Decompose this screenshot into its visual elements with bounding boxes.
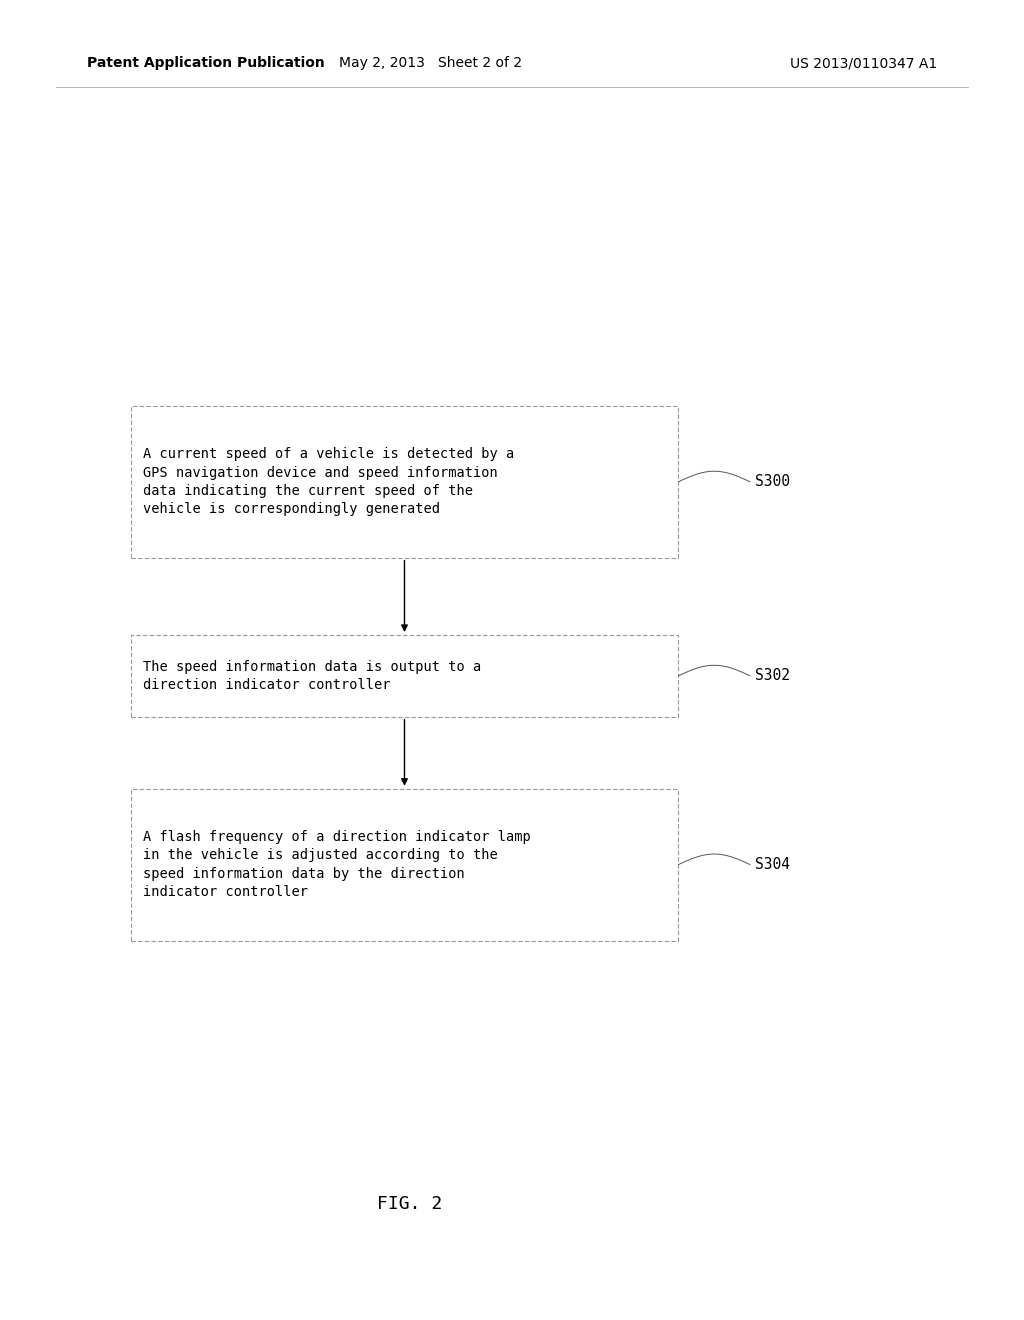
- Text: S300: S300: [756, 474, 791, 490]
- FancyBboxPatch shape: [131, 635, 679, 717]
- Text: US 2013/0110347 A1: US 2013/0110347 A1: [790, 57, 937, 70]
- Text: Patent Application Publication: Patent Application Publication: [87, 57, 325, 70]
- Text: The speed information data is output to a
direction indicator controller: The speed information data is output to …: [143, 660, 481, 692]
- Text: FIG. 2: FIG. 2: [377, 1195, 442, 1213]
- Text: A current speed of a vehicle is detected by a
GPS navigation device and speed in: A current speed of a vehicle is detected…: [143, 447, 514, 516]
- Text: S304: S304: [756, 857, 791, 873]
- Text: A flash frequency of a direction indicator lamp
in the vehicle is adjusted accor: A flash frequency of a direction indicat…: [143, 830, 530, 899]
- Text: S302: S302: [756, 668, 791, 684]
- FancyBboxPatch shape: [131, 407, 679, 557]
- FancyBboxPatch shape: [131, 789, 679, 940]
- Text: May 2, 2013   Sheet 2 of 2: May 2, 2013 Sheet 2 of 2: [339, 57, 521, 70]
